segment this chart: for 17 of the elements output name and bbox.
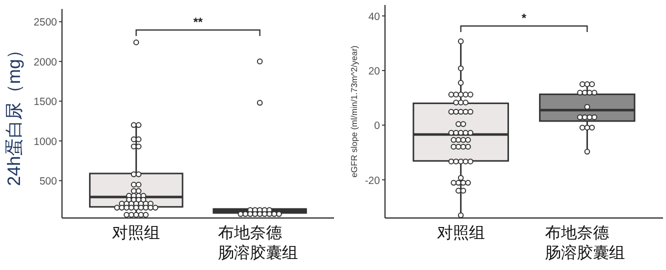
annotation: * [522, 11, 527, 25]
x-tick-label: 对照组 [112, 224, 160, 242]
y-tick-label: 0 [374, 120, 380, 132]
y-tick-label: -20 [364, 174, 380, 187]
y-tick-label: 2500 [34, 16, 58, 29]
y-tick-label: 20 [368, 66, 380, 78]
y-tick-label: 2000 [34, 56, 58, 68]
x-tick-label: 对照组 [436, 224, 485, 242]
y-tick-label: 40 [368, 10, 380, 23]
y-tick-label: 500 [39, 176, 58, 188]
y-tick-label: 1500 [34, 96, 58, 108]
annotation: ** [193, 15, 203, 29]
y-axis-title: 24h蛋白尿（mg） [4, 40, 24, 186]
y-tick-label: 1000 [34, 136, 58, 148]
x-tick-label: 布地奈德肠溶胶囊组 [218, 224, 298, 262]
x-tick-label: 布地奈德肠溶胶囊组 [545, 224, 626, 262]
y-axis-title: eGFR slope (ml/min/1.73m^2/year) [349, 45, 359, 178]
